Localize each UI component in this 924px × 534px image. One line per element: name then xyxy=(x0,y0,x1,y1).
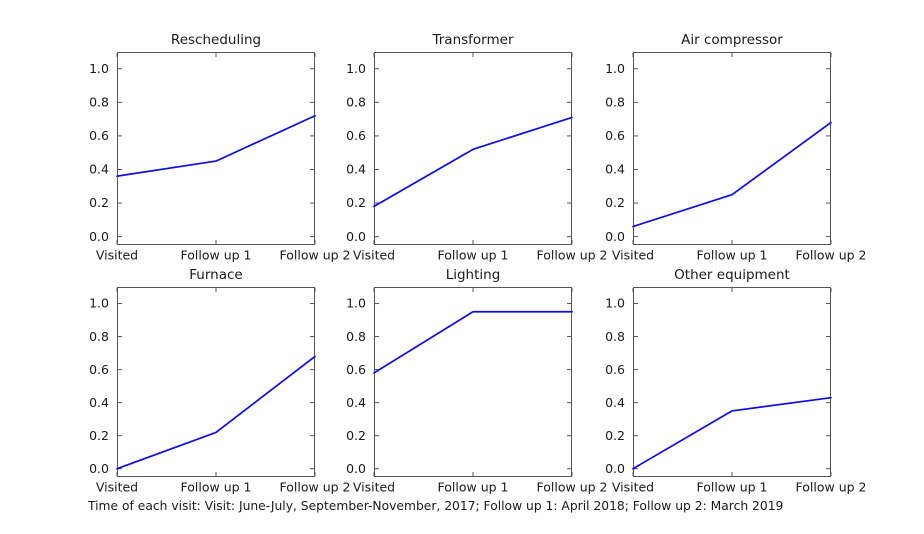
y-tick-label: 0.0 xyxy=(605,229,625,244)
subplot-rescheduling: Rescheduling 0.0 0.2 0.4 0.6 0.8 1.0 Visited Fol… xyxy=(89,32,350,263)
x-tick-label: Visited xyxy=(612,480,654,495)
y-tick-label: 0.6 xyxy=(89,362,109,377)
y-tick-label: 0.8 xyxy=(605,329,625,344)
axes-frame xyxy=(374,52,572,245)
y-tick-label: 0.2 xyxy=(89,428,109,443)
data-line xyxy=(373,116,573,208)
x-tick-label: Follow up 2 xyxy=(537,248,608,263)
x-tick-label: Follow up 2 xyxy=(796,480,867,495)
subplot-title: Air compressor xyxy=(681,32,783,48)
subplot-title: Lighting xyxy=(446,267,501,283)
x-tick-label: Visited xyxy=(353,248,395,263)
figure-caption: Time of each visit: Visit: June-July, Se… xyxy=(88,499,784,513)
subplot-title: Furnace xyxy=(189,267,242,283)
y-tick-label: 1.0 xyxy=(89,296,109,311)
x-tick-label: Follow up 1 xyxy=(181,480,252,495)
x-tick-label: Follow up 1 xyxy=(438,248,509,263)
subplot-title: Rescheduling xyxy=(171,32,261,48)
x-tick-label: Visited xyxy=(612,248,654,263)
data-line xyxy=(632,121,832,228)
x-tick-label: Follow up 1 xyxy=(697,248,768,263)
data-line xyxy=(116,114,316,178)
y-tick-label: 0.2 xyxy=(346,195,366,210)
y-tick-label: 0.4 xyxy=(346,395,366,410)
subplot-title: Other equipment xyxy=(674,267,790,283)
x-tick-label: Follow up 1 xyxy=(697,480,768,495)
y-tick-label: 0.4 xyxy=(89,395,109,410)
y-tick-label: 0.6 xyxy=(346,128,366,143)
x-tick-label: Follow up 2 xyxy=(280,248,351,263)
y-tick-label: 1.0 xyxy=(346,296,366,311)
y-tick-label: 0.2 xyxy=(605,428,625,443)
subplot-transformer: Transformer 0.0 0.2 0.4 0.6 0.8 1.0 Visited Foll… xyxy=(346,32,607,263)
data-line xyxy=(116,355,316,470)
y-tick-label: 0.4 xyxy=(89,162,109,177)
axes-frame xyxy=(117,287,315,477)
axes-frame xyxy=(633,287,831,477)
y-tick-label: 0.4 xyxy=(346,162,366,177)
x-tick-label: Visited xyxy=(96,480,138,495)
y-tick-label: 0.0 xyxy=(89,461,109,476)
subplot-other-equipment: Other equipment 0.0 0.2 0.4 0.6 0.8 1.0 Visited… xyxy=(605,267,866,495)
subplot-furnace: Furnace 0.0 0.2 0.4 0.6 0.8 1.0 Visited Follow u… xyxy=(89,267,350,495)
y-tick-label: 1.0 xyxy=(605,61,625,76)
x-tick-label: Visited xyxy=(96,248,138,263)
y-tick-label: 0.8 xyxy=(89,95,109,110)
y-tick-label: 0.8 xyxy=(89,329,109,344)
y-tick-label: 0.2 xyxy=(605,195,625,210)
x-tick-label: Follow up 2 xyxy=(796,248,867,263)
y-tick-label: 0.8 xyxy=(605,95,625,110)
y-tick-label: 0.2 xyxy=(346,428,366,443)
axes-frame xyxy=(374,287,572,477)
y-tick-label: 0.0 xyxy=(346,229,366,244)
y-tick-label: 0.6 xyxy=(605,362,625,377)
y-tick-label: 0.4 xyxy=(605,395,625,410)
x-tick-label: Follow up 1 xyxy=(181,248,252,263)
y-tick-label: 0.0 xyxy=(89,229,109,244)
x-tick-label: Visited xyxy=(353,480,395,495)
subplot-air-compressor: Air compressor 0.0 0.2 0.4 0.6 0.8 1.0 Visited F… xyxy=(605,32,866,263)
data-line xyxy=(373,310,573,374)
y-tick-label: 0.6 xyxy=(605,128,625,143)
y-tick-label: 0.4 xyxy=(605,162,625,177)
y-tick-label: 0.8 xyxy=(346,329,366,344)
y-tick-label: 0.8 xyxy=(346,95,366,110)
axes-frame xyxy=(633,52,831,245)
x-tick-label: Follow up 2 xyxy=(537,480,608,495)
subplot-lighting: Lighting 0.0 0.2 0.4 0.6 0.8 1.0 Visited Follow … xyxy=(346,267,607,495)
y-tick-label: 0.0 xyxy=(605,461,625,476)
y-tick-label: 1.0 xyxy=(89,61,109,76)
y-tick-label: 0.6 xyxy=(346,362,366,377)
data-line xyxy=(632,396,832,470)
x-tick-label: Follow up 2 xyxy=(280,480,351,495)
y-tick-label: 0.2 xyxy=(89,195,109,210)
subplot-title: Transformer xyxy=(431,32,513,48)
y-tick-label: 1.0 xyxy=(346,61,366,76)
y-tick-label: 0.0 xyxy=(346,461,366,476)
x-tick-label: Follow up 1 xyxy=(438,480,509,495)
y-tick-label: 0.6 xyxy=(89,128,109,143)
axes-frame xyxy=(117,52,315,245)
y-tick-label: 1.0 xyxy=(605,296,625,311)
